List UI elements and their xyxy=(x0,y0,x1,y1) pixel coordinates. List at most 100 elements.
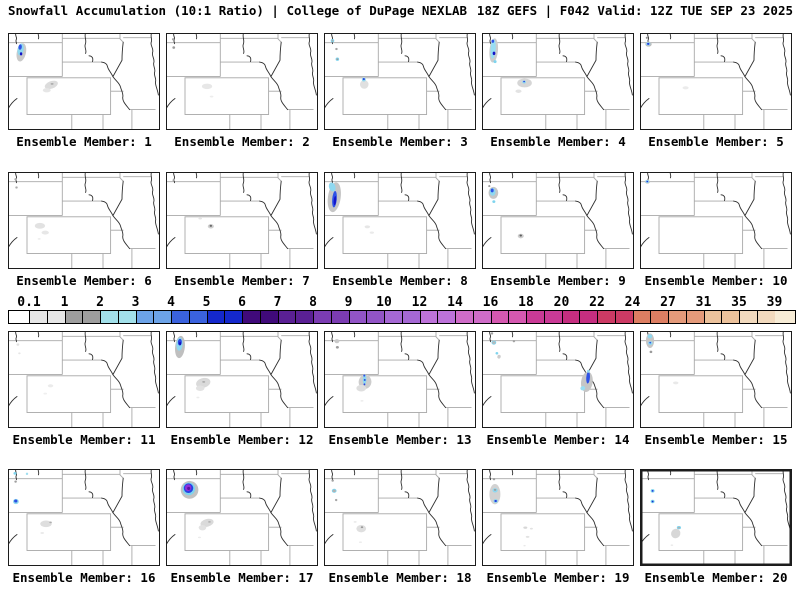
panel-border xyxy=(324,469,476,566)
panel-caption-7: Ensemble Member: 7 xyxy=(174,273,310,288)
snow-blob xyxy=(42,88,51,93)
snow-blob xyxy=(331,488,337,493)
ensemble-panel-18 xyxy=(324,469,476,566)
colorbar-tick-label: 0.1 xyxy=(17,295,41,310)
snow-blob xyxy=(360,526,364,529)
snow-blob xyxy=(209,224,213,227)
colorbar-tick xyxy=(739,311,740,323)
panel-border xyxy=(166,469,318,566)
snow-blob xyxy=(197,536,201,539)
snow-blob xyxy=(523,544,526,547)
colorbar-tick xyxy=(437,311,439,323)
panel-caption-5: Ensemble Member: 5 xyxy=(648,134,784,149)
colorbar-tick-label: 16 xyxy=(482,295,499,310)
colorbar-tick xyxy=(135,311,137,323)
ensemble-panel-15 xyxy=(640,331,792,428)
snow-blob xyxy=(14,499,18,503)
colorbar: 0.1 1 2 3 4 5 6 7 8 9 10 12 14 16 18 20 22 24 27 31 35 39 xyxy=(8,295,796,325)
snow-blob xyxy=(335,57,340,61)
colorbar-tick xyxy=(472,311,474,323)
colorbar-cell xyxy=(9,311,29,323)
snow-blob xyxy=(196,377,211,388)
snow-blob xyxy=(25,472,29,476)
ensemble-panel-17 xyxy=(166,469,318,566)
colorbar-tick xyxy=(259,311,261,323)
colorbar-tick xyxy=(685,311,687,323)
colorbar-tick-label: 10 xyxy=(376,295,392,310)
panel-caption-15: Ensemble Member: 15 xyxy=(644,432,788,447)
snow-blob xyxy=(34,222,46,229)
snow-blob xyxy=(492,478,496,481)
colorbar-tick xyxy=(543,311,545,323)
snow-blob xyxy=(172,46,176,49)
snow-blob xyxy=(201,83,213,90)
colorbar-tick xyxy=(597,311,598,323)
snow-blob xyxy=(645,36,648,39)
snow-blob xyxy=(490,188,494,193)
snow-blob xyxy=(493,499,498,503)
snow-blob xyxy=(360,400,364,402)
snow-blob xyxy=(202,381,206,383)
panel-border xyxy=(324,33,476,130)
snow-blob xyxy=(490,332,494,335)
snow-blob xyxy=(493,488,497,491)
snow-blob xyxy=(358,541,362,544)
snow-blob xyxy=(18,352,21,355)
snow-blob xyxy=(492,200,496,203)
panel-caption-10: Ensemble Member: 10 xyxy=(644,273,788,288)
colorbar-cell xyxy=(774,311,795,323)
snow-blob xyxy=(18,44,22,50)
panel-map-19 xyxy=(482,469,634,566)
colorbar-tick xyxy=(419,311,421,323)
panel-caption-20: Ensemble Member: 20 xyxy=(644,570,788,585)
panel-caption-3: Ensemble Member: 3 xyxy=(332,134,468,149)
snow-blob xyxy=(646,180,649,183)
snow-blob xyxy=(649,350,653,354)
colorbar-tick xyxy=(579,311,581,323)
ensemble-panel-1 xyxy=(8,33,160,130)
panel-border xyxy=(166,33,318,130)
snow-blob xyxy=(651,489,654,492)
snow-blob xyxy=(586,371,590,384)
panel-border xyxy=(640,33,792,130)
colorbar-tick-label: 20 xyxy=(553,295,570,310)
colorbar-tick xyxy=(561,311,563,323)
panel-map-8 xyxy=(324,172,476,269)
snow-blob xyxy=(670,544,674,546)
panel-map-16 xyxy=(8,469,160,566)
snow-blob xyxy=(651,500,654,503)
snow-blob xyxy=(15,186,18,189)
colorbar-tick-label: 24 xyxy=(624,295,641,310)
ensemble-panel-4 xyxy=(482,33,634,130)
panel-border xyxy=(8,469,160,566)
snow-blob xyxy=(495,352,499,355)
snow-blob xyxy=(335,345,339,349)
colorbar-tick-label: 18 xyxy=(518,295,534,310)
panel-map-1 xyxy=(8,33,160,130)
panel-caption-6: Ensemble Member: 6 xyxy=(16,273,152,288)
colorbar-tick-label: 4 xyxy=(167,295,175,310)
snow-blob xyxy=(489,484,501,505)
colorbar-tick xyxy=(384,311,385,323)
snow-blob xyxy=(519,234,522,237)
snow-blob xyxy=(179,342,182,346)
colorbar-tick xyxy=(632,311,634,323)
colorbar-tick xyxy=(756,311,758,323)
ensemble-panel-14 xyxy=(482,331,634,428)
colorbar-tick xyxy=(64,311,66,323)
colorbar-tick-label: 8 xyxy=(309,295,317,310)
panel-map-7 xyxy=(166,172,318,269)
panel-map-20 xyxy=(640,469,792,566)
panel-map-5 xyxy=(640,33,792,130)
colorbar-tick xyxy=(668,311,669,323)
panel-border xyxy=(482,331,634,428)
ensemble-panel-2 xyxy=(166,33,318,130)
colorbar-tick xyxy=(206,311,208,323)
colorbar-tick xyxy=(188,311,190,323)
ensemble-panel-9 xyxy=(482,172,634,269)
panel-border xyxy=(8,331,160,428)
title-left: Snowfall Accumulation (10:1 Ratio) | Col… xyxy=(8,3,468,18)
colorbar-tick xyxy=(348,311,350,323)
snow-blob xyxy=(356,524,367,533)
